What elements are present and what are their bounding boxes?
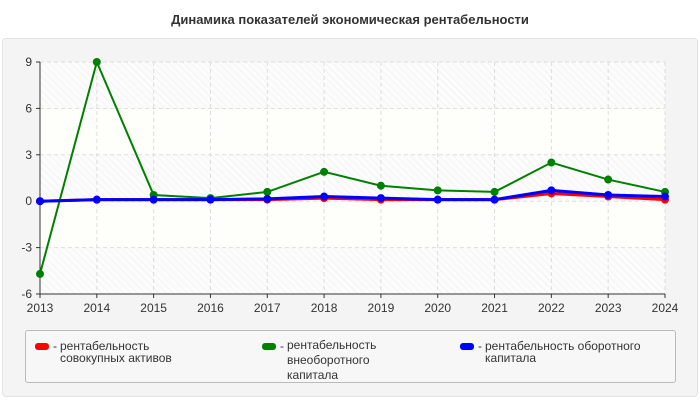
x-tick-label: 2013: [27, 301, 54, 315]
legend-separator: -: [478, 339, 482, 353]
legend: - рентабельность совокупных активов - ре…: [25, 330, 676, 383]
data-point-1: [604, 175, 613, 184]
plot-band: [40, 62, 665, 109]
data-point-2: [490, 195, 499, 204]
y-tick-label: -6: [21, 287, 32, 301]
y-tick-label: 0: [25, 194, 32, 208]
x-tick-label: 2019: [368, 301, 395, 315]
chart-title: Динамика показателей экономическая рента…: [171, 12, 529, 27]
data-point-1: [36, 269, 44, 278]
data-point-2: [92, 195, 101, 204]
data-point-2: [433, 195, 442, 204]
y-tick-label: 6: [25, 101, 32, 115]
data-point-2: [320, 192, 329, 201]
legend-swatch-blue: [460, 343, 474, 350]
legend-swatch-green: [262, 343, 276, 350]
legend-label: рентабельность оборотного капитала: [485, 339, 641, 365]
data-point-2: [604, 191, 613, 200]
data-point-1: [320, 167, 329, 176]
data-point-1: [433, 186, 442, 195]
y-tick-label: -3: [21, 241, 32, 255]
series-line-1: [39, 58, 666, 275]
data-point-2: [547, 186, 556, 195]
y-tick-label: 3: [25, 148, 32, 162]
series-line-2: [39, 188, 666, 203]
data-point-2: [206, 195, 215, 204]
y-tick-label: 9: [25, 55, 32, 69]
legend-label: рентабельность внеоборотного капитала: [287, 338, 377, 382]
x-tick-label: 2014: [83, 301, 110, 315]
data-point-1: [263, 187, 272, 196]
legend-item-assets[interactable]: - рентабельность совокупных активов: [35, 340, 210, 364]
x-tick-label: 2022: [538, 301, 565, 315]
legend-separator: -: [280, 339, 284, 353]
legend-item-noncurrent[interactable]: - рентабельность внеоборотного капитала: [262, 338, 407, 383]
data-point-2: [376, 194, 385, 203]
data-point-1: [490, 187, 499, 196]
legend-label: рентабельность совокупных активов: [60, 339, 172, 365]
data-point-2: [263, 194, 272, 203]
plot-band: [40, 247, 665, 294]
data-point-1: [376, 181, 385, 190]
legend-swatch-red: [35, 343, 49, 350]
x-tick-label: 2017: [254, 301, 281, 315]
legend-separator: -: [53, 339, 57, 353]
data-point-1: [92, 58, 101, 66]
legend-item-current[interactable]: - рентабельность оборотного капитала: [460, 340, 675, 364]
data-point-1: [547, 158, 556, 167]
x-tick-label: 2024: [652, 301, 679, 315]
x-tick-label: 2023: [595, 301, 622, 315]
x-tick-label: 2015: [140, 301, 167, 315]
x-tick-label: 2016: [197, 301, 224, 315]
data-point-2: [661, 192, 669, 201]
x-tick-label: 2020: [424, 301, 451, 315]
x-tick-label: 2018: [311, 301, 338, 315]
data-point-2: [149, 195, 158, 204]
data-point-2: [36, 197, 44, 206]
x-tick-label: 2021: [481, 301, 508, 315]
